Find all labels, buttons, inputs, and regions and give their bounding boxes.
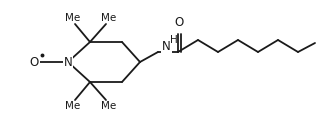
Text: Me: Me xyxy=(101,101,117,111)
Text: O: O xyxy=(29,56,39,68)
Text: H: H xyxy=(170,35,178,45)
Text: Me: Me xyxy=(65,13,81,23)
Text: O: O xyxy=(174,16,183,29)
Text: Me: Me xyxy=(65,101,81,111)
Text: Me: Me xyxy=(101,13,117,23)
Text: N: N xyxy=(64,56,72,68)
Text: N: N xyxy=(162,40,171,52)
